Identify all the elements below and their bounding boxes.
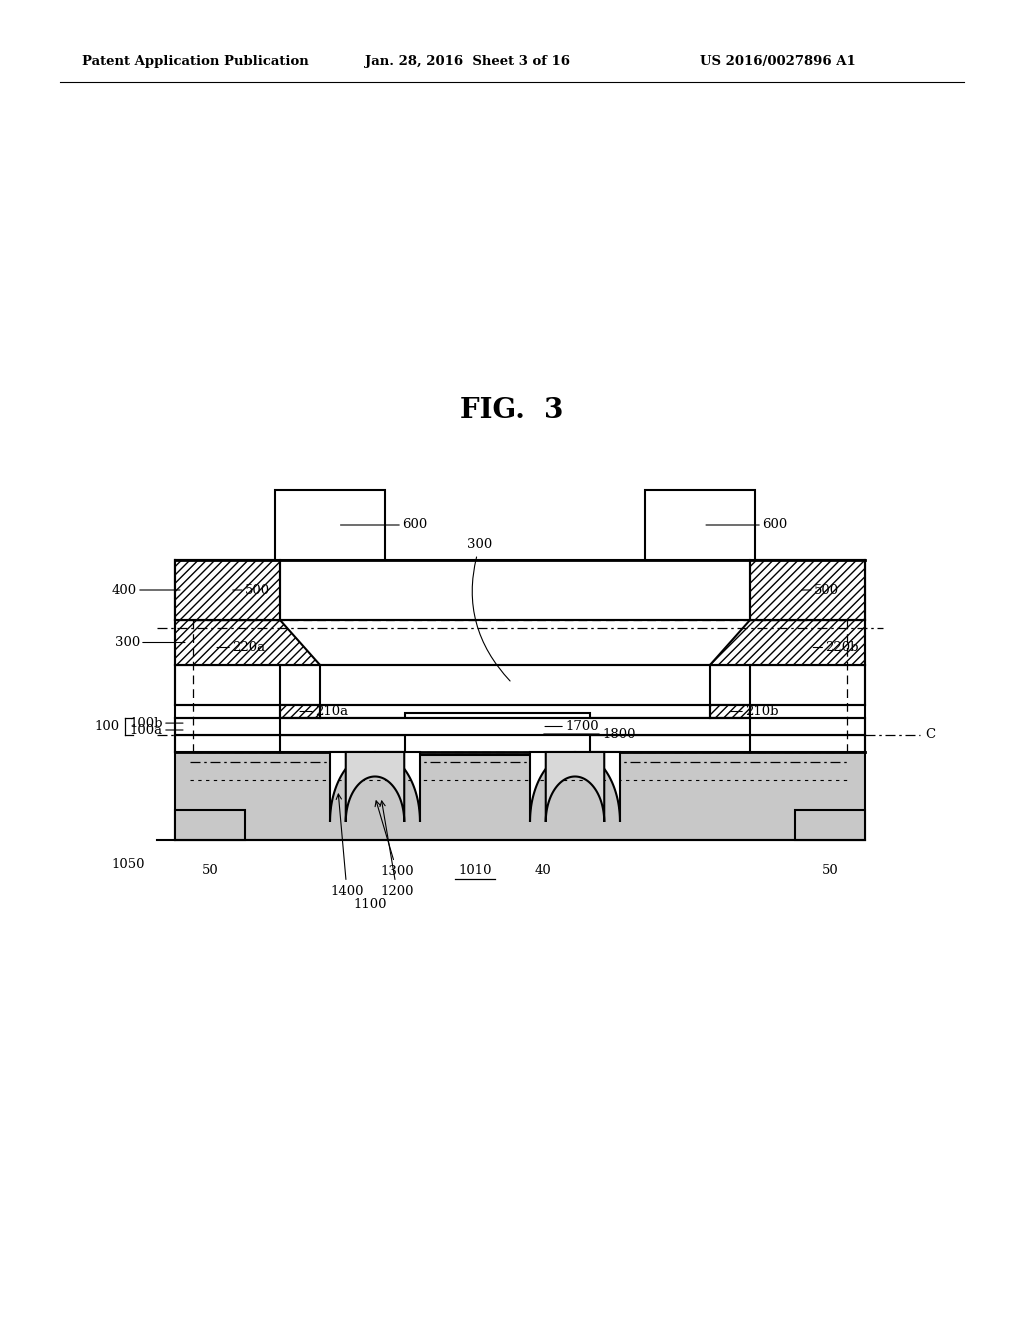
- Bar: [175, 735, 865, 752]
- Bar: [406, 713, 590, 755]
- Text: 210a: 210a: [300, 705, 348, 718]
- Text: 400: 400: [112, 583, 180, 597]
- Text: 40: 40: [535, 863, 552, 876]
- Text: Jan. 28, 2016  Sheet 3 of 16: Jan. 28, 2016 Sheet 3 of 16: [365, 55, 570, 69]
- Bar: [750, 560, 865, 620]
- Bar: [175, 752, 865, 840]
- Text: 220a: 220a: [217, 642, 265, 653]
- Polygon shape: [530, 752, 620, 822]
- Polygon shape: [346, 752, 404, 822]
- Text: 600: 600: [706, 519, 787, 532]
- Bar: [280, 718, 750, 735]
- Bar: [710, 705, 750, 718]
- Bar: [645, 490, 755, 560]
- Text: 1010: 1010: [459, 863, 492, 876]
- Text: 100b: 100b: [129, 717, 183, 730]
- Text: 300: 300: [467, 539, 510, 681]
- Text: 1700: 1700: [545, 719, 599, 733]
- Text: 100a: 100a: [130, 723, 183, 737]
- Text: 500: 500: [802, 583, 839, 597]
- Text: 1050: 1050: [112, 858, 145, 871]
- Text: 210b: 210b: [730, 705, 778, 718]
- Text: 1400: 1400: [331, 795, 364, 898]
- Text: 600: 600: [341, 519, 427, 532]
- Polygon shape: [710, 620, 865, 665]
- Bar: [175, 560, 280, 620]
- Bar: [795, 810, 865, 840]
- Text: 300: 300: [115, 636, 185, 649]
- Text: 50: 50: [821, 863, 839, 876]
- Text: 1100: 1100: [353, 899, 387, 912]
- Bar: [175, 665, 865, 705]
- Text: 1800: 1800: [544, 727, 636, 741]
- Bar: [275, 490, 385, 560]
- Bar: [175, 560, 865, 620]
- Bar: [175, 810, 245, 840]
- Text: 1300: 1300: [375, 801, 414, 878]
- Text: FIG.  3: FIG. 3: [461, 396, 563, 424]
- Bar: [280, 705, 319, 718]
- Polygon shape: [175, 620, 319, 665]
- Text: 100: 100: [95, 719, 120, 733]
- Polygon shape: [546, 752, 604, 822]
- Polygon shape: [330, 752, 420, 822]
- Text: 220b: 220b: [813, 642, 859, 653]
- Text: C: C: [925, 729, 935, 742]
- Text: 500: 500: [232, 583, 270, 597]
- Text: 50: 50: [202, 863, 218, 876]
- Text: 1200: 1200: [380, 801, 414, 898]
- Text: Patent Application Publication: Patent Application Publication: [82, 55, 309, 69]
- Bar: [175, 718, 865, 735]
- Text: US 2016/0027896 A1: US 2016/0027896 A1: [700, 55, 856, 69]
